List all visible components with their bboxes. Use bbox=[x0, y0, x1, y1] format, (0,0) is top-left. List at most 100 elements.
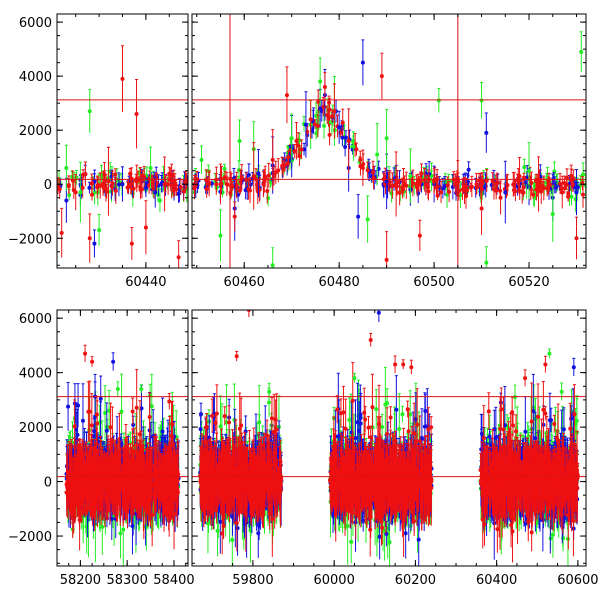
data-point bbox=[116, 182, 121, 187]
data-point bbox=[222, 166, 227, 171]
x-tick-label: 60500 bbox=[413, 275, 454, 290]
data-point bbox=[113, 172, 118, 177]
data-point bbox=[439, 190, 444, 195]
data-point bbox=[321, 104, 326, 109]
data-point bbox=[148, 166, 153, 171]
data-point bbox=[199, 157, 204, 162]
data-point bbox=[445, 192, 450, 197]
data-point bbox=[303, 122, 308, 127]
data-point bbox=[354, 147, 359, 152]
data-point bbox=[125, 185, 130, 190]
data-point bbox=[312, 122, 317, 127]
data-point bbox=[316, 99, 321, 104]
data-point bbox=[553, 185, 558, 190]
data-point bbox=[318, 106, 323, 111]
data-point bbox=[57, 183, 61, 188]
data-point bbox=[360, 166, 365, 171]
data-point bbox=[327, 132, 332, 137]
data-point bbox=[234, 183, 239, 188]
x-tick-label: 60440 bbox=[125, 275, 166, 290]
x-tick-label: 60520 bbox=[508, 275, 549, 290]
data-point bbox=[113, 188, 118, 193]
data-point bbox=[484, 260, 489, 265]
data-point bbox=[315, 123, 320, 128]
data-point bbox=[270, 263, 275, 268]
data-point bbox=[263, 174, 268, 179]
data-point bbox=[142, 174, 147, 179]
data-point bbox=[562, 180, 567, 185]
upper-chart: 60440 −2000 0 2000 4000 6000 60460 60480 60500 60… bbox=[8, 13, 587, 290]
plot-panel bbox=[57, 45, 188, 268]
data-point bbox=[432, 179, 437, 184]
data-point bbox=[149, 404, 154, 409]
data-point bbox=[360, 60, 365, 65]
data-point bbox=[566, 191, 571, 196]
data-point bbox=[318, 79, 323, 84]
data-point bbox=[434, 185, 439, 190]
data-point bbox=[66, 182, 71, 187]
data-point bbox=[289, 136, 294, 141]
data-point bbox=[464, 184, 469, 189]
data-point bbox=[73, 190, 78, 195]
data-point bbox=[183, 180, 188, 185]
data-point bbox=[143, 225, 148, 230]
data-point bbox=[529, 180, 534, 185]
data-point bbox=[480, 181, 485, 186]
data-point bbox=[78, 190, 83, 195]
data-point bbox=[159, 181, 164, 186]
data-point bbox=[134, 111, 139, 116]
data-point bbox=[365, 168, 370, 173]
data-point bbox=[445, 183, 450, 188]
data-point bbox=[498, 195, 503, 200]
data-point bbox=[394, 182, 399, 187]
data-point bbox=[560, 190, 565, 195]
data-point bbox=[192, 183, 197, 188]
data-point bbox=[206, 181, 211, 186]
data-point bbox=[244, 177, 249, 182]
data-point bbox=[400, 185, 405, 190]
data-point bbox=[266, 173, 271, 178]
data-point bbox=[574, 190, 579, 195]
data-point bbox=[340, 135, 345, 140]
data-point bbox=[512, 181, 517, 186]
data-point bbox=[120, 76, 125, 81]
data-point bbox=[223, 175, 228, 180]
data-point bbox=[322, 84, 327, 89]
data-point bbox=[308, 117, 313, 122]
data-point bbox=[237, 139, 242, 143]
data-point bbox=[89, 181, 94, 186]
data-point bbox=[101, 185, 106, 190]
data-point bbox=[97, 228, 102, 233]
data-point bbox=[67, 192, 72, 197]
x-tick-label: 60480 bbox=[318, 275, 359, 290]
data-point bbox=[87, 236, 92, 241]
data-point bbox=[327, 107, 332, 112]
data-point bbox=[139, 406, 144, 411]
data-point bbox=[100, 524, 105, 529]
data-point bbox=[98, 396, 103, 401]
data-point bbox=[346, 139, 351, 143]
data-point bbox=[169, 183, 174, 188]
data-point bbox=[384, 179, 389, 184]
data-point bbox=[92, 190, 97, 195]
data-point bbox=[541, 186, 546, 191]
data-point bbox=[558, 181, 563, 186]
data-point bbox=[322, 123, 327, 128]
data-point bbox=[469, 184, 474, 189]
data-point bbox=[265, 188, 270, 193]
data-point bbox=[178, 185, 183, 190]
data-point bbox=[76, 403, 81, 408]
data-point bbox=[98, 183, 103, 188]
data-point bbox=[494, 188, 499, 193]
data-point bbox=[92, 241, 97, 246]
data-point bbox=[574, 236, 579, 241]
data-point bbox=[103, 410, 108, 415]
data-point bbox=[270, 157, 275, 162]
data-point bbox=[231, 176, 236, 181]
data-point bbox=[503, 190, 508, 195]
data-point bbox=[569, 173, 574, 178]
data-point bbox=[256, 171, 261, 176]
data-point bbox=[284, 93, 289, 98]
panel-frame bbox=[191, 13, 587, 269]
